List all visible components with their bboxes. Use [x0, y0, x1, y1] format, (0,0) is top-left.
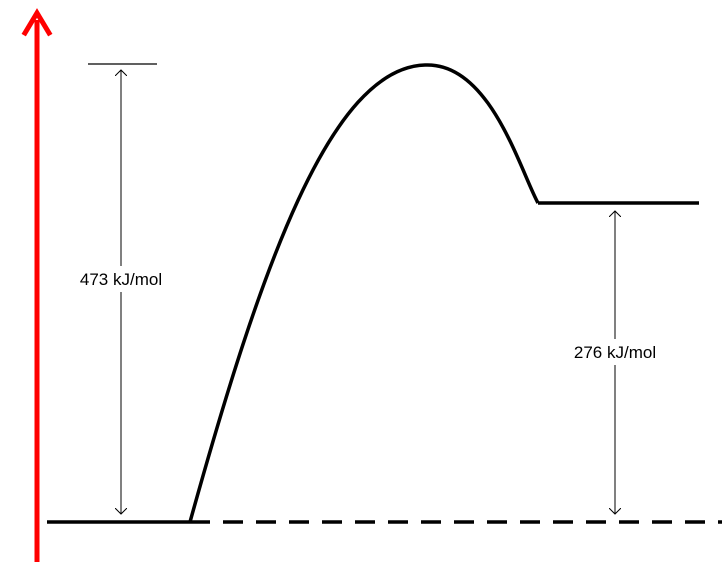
activation-energy-label: 473 kJ/mol	[80, 270, 162, 289]
reaction-energy-indicator: 276 kJ/mol	[555, 211, 675, 514]
energy-axis	[21, 8, 53, 562]
energy-axis-arrowhead-icon	[21, 8, 53, 37]
reaction-energy-label: 276 kJ/mol	[574, 343, 656, 362]
activation-energy-indicator: 473 kJ/mol	[70, 63, 172, 514]
reaction-curve	[188, 63, 540, 523]
